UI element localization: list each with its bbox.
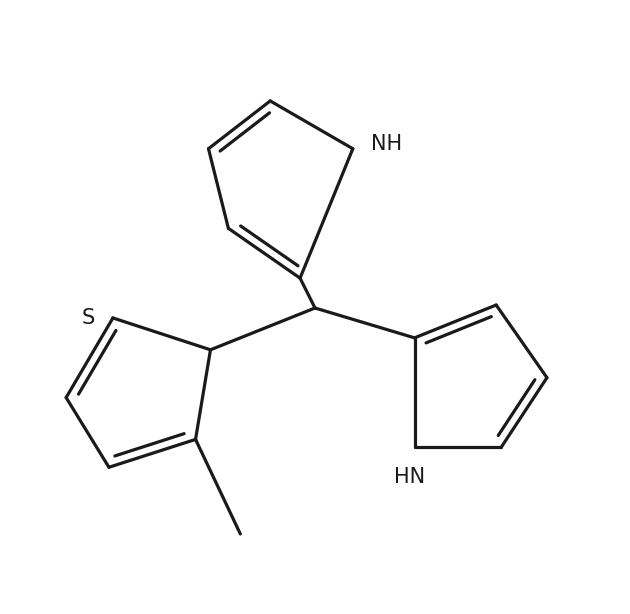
Text: HN: HN [394,467,425,488]
Text: NH: NH [370,134,402,154]
Text: S: S [82,308,95,328]
